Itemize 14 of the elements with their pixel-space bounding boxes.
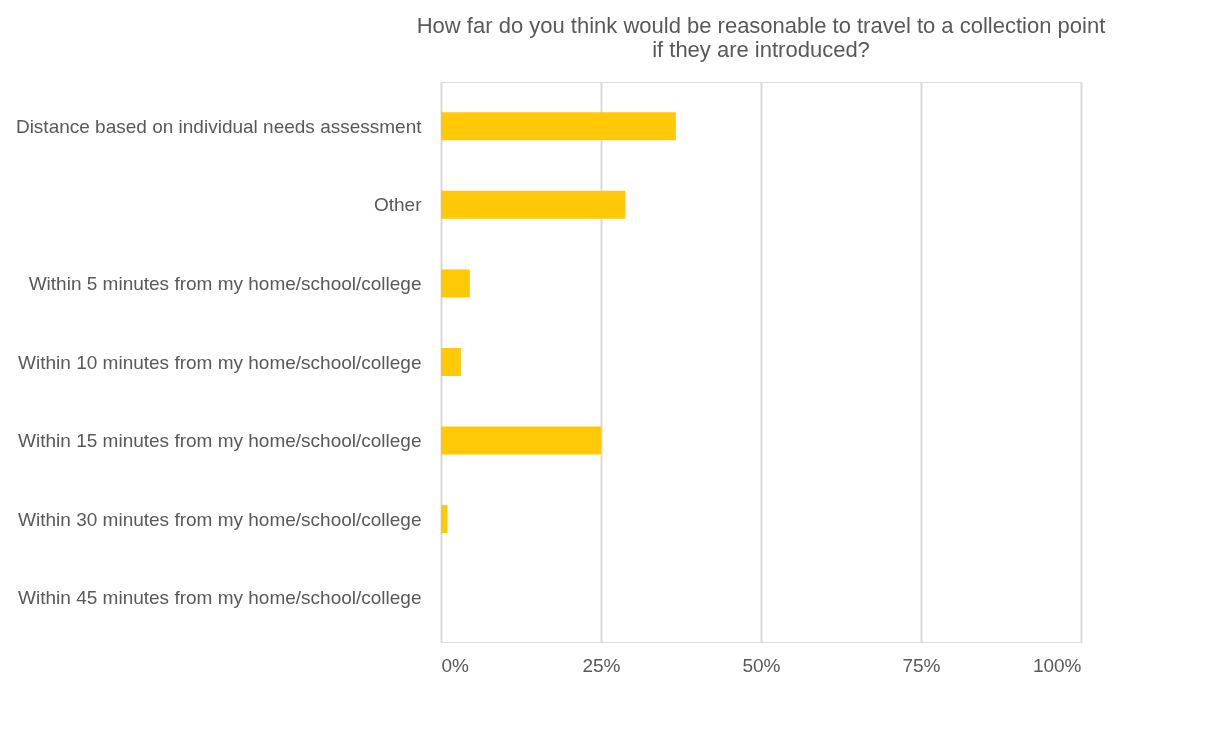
x-tick-label: 50% — [742, 654, 781, 676]
y-tick-label: Within 15 minutes from my home/school/college — [18, 430, 422, 452]
x-tick-label: 75% — [902, 654, 941, 676]
x-tick-label: 0% — [441, 654, 470, 676]
y-tick-label: Within 30 minutes from my home/school/college — [18, 508, 422, 530]
x-tick-label: 100% — [1032, 654, 1082, 676]
y-tick-label: Within 45 minutes from my home/school/college — [18, 587, 422, 609]
y-tick-label: Within 5 minutes from my home/school/college — [28, 272, 422, 294]
x-tick-label: 25% — [582, 654, 621, 676]
y-tick-label: Other — [373, 194, 423, 216]
text: How far do you think would be reasonable to travel to a collection point — [416, 13, 1106, 38]
text: if they are introduced? — [652, 37, 870, 62]
y-tick-label: Distance based on individual needs assessment — [15, 115, 423, 137]
y-tick-label: Within 10 minutes from my home/school/college — [18, 351, 422, 373]
